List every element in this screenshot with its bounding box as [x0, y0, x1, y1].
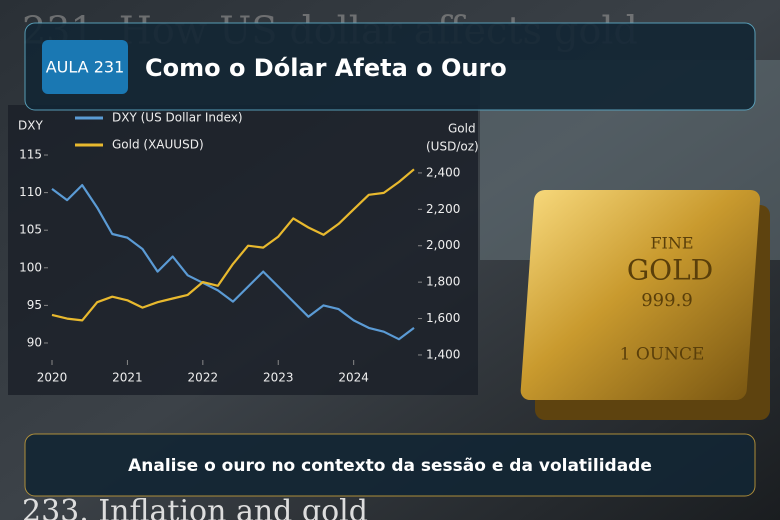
series-line: [51, 184, 415, 341]
chart-panel: [8, 105, 478, 395]
title-banner: [24, 22, 756, 111]
x-tick-label: 2020: [37, 371, 68, 385]
badge: [42, 40, 128, 94]
caption: Analise o ouro no contexto da sessão e d…: [128, 456, 652, 476]
legend-label: DXY (US Dollar Index): [112, 111, 243, 125]
y2-tick-label: 2,400: [426, 165, 460, 179]
y-axis-title: DXY: [18, 119, 43, 133]
y2-tick-label: 1,600: [426, 311, 460, 325]
x-tick-label: 2022: [188, 371, 219, 385]
y2-tick-label: 2,000: [426, 238, 460, 252]
y-tick-label: 95: [27, 298, 42, 312]
plot: 90 95 100 105 110 115 1,400 1,600 1,800 2,000 2,20…: [19, 111, 460, 385]
y-tick-label: 115: [19, 148, 42, 162]
x-tick-label: 2023: [263, 371, 294, 385]
caption-banner: [24, 433, 756, 497]
y-tick-label: 110: [19, 185, 42, 199]
title: Como o Dólar Afeta o Ouro: [145, 54, 507, 82]
y2-tick-label: 1,400: [426, 347, 460, 361]
bar-text: 999.9: [641, 290, 693, 311]
y-tick-label: 90: [27, 335, 42, 349]
y2-tick-label: 2,200: [426, 202, 460, 216]
bar-text: 1 OUNCE: [620, 345, 705, 365]
y-tick-label: 105: [19, 223, 42, 237]
series-line: [51, 168, 415, 322]
bar-text: GOLD: [627, 254, 713, 287]
bar-text: FINE: [650, 234, 693, 253]
y2-axis-title: Gold: [448, 122, 476, 136]
x-tick-label: 2024: [338, 371, 369, 385]
x-tick-label: 2021: [112, 371, 143, 385]
background-text: 233. Inflation and gold: [22, 494, 368, 520]
gold-bar-top: [520, 190, 761, 400]
badge-text: AULA 231: [46, 58, 125, 77]
legend-label: Gold (XAUUSD): [112, 138, 204, 152]
y2-tick-label: 1,800: [426, 275, 460, 289]
y-tick-label: 100: [19, 260, 42, 274]
gold-bar: FINE GOLD 999.9 1 OUNCE: [520, 190, 770, 420]
y2-axis-title: (USD/oz): [426, 140, 479, 154]
